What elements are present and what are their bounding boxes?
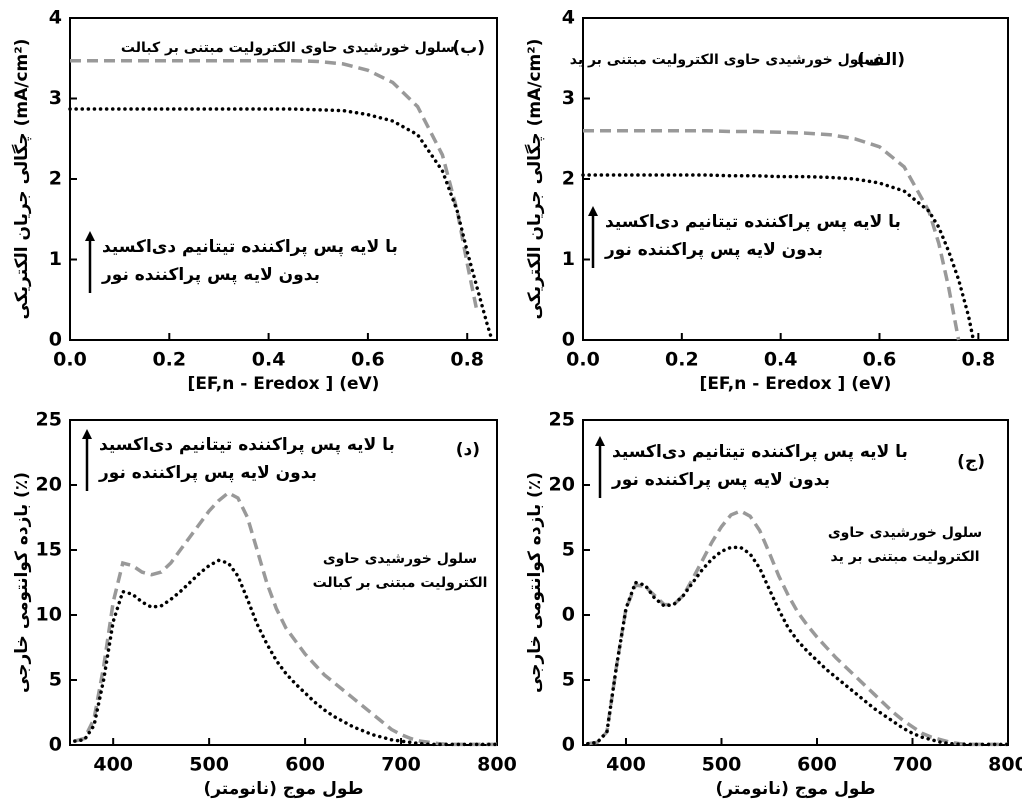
annotation: سلول خورشیدی حاوی <box>323 551 477 567</box>
x-tick-label: 500 <box>702 754 742 776</box>
plot-frame <box>582 419 1009 746</box>
panel: 0.0 0.2 0.4 0.6 0.8 0 1 2 3 4 چگالی جریان الکتریکی… <box>11 7 498 394</box>
y-tick-label: 4 <box>562 7 575 29</box>
series-line <box>581 173 976 342</box>
legend-arrowhead <box>82 429 92 439</box>
legend-entry: با لایه پس پراکننده تیتانیم دی‌اکسید <box>102 237 398 257</box>
y-tick-label: 5 <box>562 669 575 691</box>
x-tick-label: 500 <box>189 754 229 776</box>
x-tick-label: 700 <box>381 754 421 776</box>
plot-frame <box>69 419 498 746</box>
panel: 400 500 600 700 800 0 5 0 5 20 25 بازده کوانتومی خا… <box>525 409 1022 800</box>
legend-entry: بدون لایه پس پراکننده نور <box>611 470 830 490</box>
x-tick-label: 400 <box>606 754 646 776</box>
y-tick-label: 15 <box>36 539 62 561</box>
y-tick-label: 2 <box>562 168 575 190</box>
legend-entry: بدون لایه پس پراکننده نور <box>98 463 317 483</box>
x-tick-label: 800 <box>477 754 517 776</box>
y-tick-label: 20 <box>549 474 575 496</box>
x-tick-label: 600 <box>285 754 325 776</box>
legend-entry: با لایه پس پراکننده تیتانیم دی‌اکسید <box>99 435 395 455</box>
y-axis-label: چگالی جریان الکتریکی (mA/cm²) <box>11 39 32 320</box>
x-tick-label: 0.8 <box>962 349 996 371</box>
series-line <box>68 107 494 342</box>
y-tick-label: 25 <box>36 409 62 431</box>
annotation: الکترولیت مبتنی بر ید <box>830 549 979 565</box>
x-tick-label: 0.0 <box>53 349 87 371</box>
y-tick-label: 25 <box>549 409 575 431</box>
x-tick-label: 0.4 <box>252 349 286 371</box>
legend-entry: بدون لایه پس پراکننده نور <box>101 265 320 285</box>
y-tick-label: 0 <box>49 734 62 756</box>
y-axis-label: بازده کوانتومی خارجی (٪) <box>12 472 32 693</box>
y-tick-label: 0 <box>562 329 575 351</box>
series-line <box>587 509 1008 747</box>
series-line <box>74 490 497 747</box>
y-axis-label: بازده کوانتومی خارجی (٪) <box>525 472 545 693</box>
x-axis-label: طول موج (نانومتر) <box>203 779 363 799</box>
panel-title: سلول خورشیدی حاوی الکترولیت مبتنی بر کبا… <box>121 40 455 56</box>
y-tick-label: 3 <box>562 87 575 109</box>
series-line <box>70 58 479 313</box>
y-tick-label: 3 <box>49 87 62 109</box>
legend-arrowhead <box>588 206 598 216</box>
legend-arrowhead <box>85 231 95 241</box>
y-tick-label: 20 <box>36 474 62 496</box>
y-tick-label: 10 <box>36 604 62 626</box>
y-tick-label: 0 <box>562 604 575 626</box>
y-axis-label: چگالی جریان الکتریکی (mA/cm²) <box>524 39 545 320</box>
x-axis-label: طول موج (نانومتر) <box>715 779 875 799</box>
x-tick-label: 600 <box>797 754 837 776</box>
x-tick-label: 0.6 <box>863 349 897 371</box>
x-tick-label: 0.2 <box>152 349 186 371</box>
legend-entry: بدون لایه پس پراکننده نور <box>604 240 823 260</box>
panel-label: (ب) <box>452 38 485 58</box>
x-axis-label: [EF,n - Eredox ] (eV) <box>188 374 380 394</box>
x-tick-label: 0.6 <box>351 349 385 371</box>
x-axis-label: [EF,n - Eredox ] (eV) <box>700 374 892 394</box>
x-tick-label: 400 <box>93 754 133 776</box>
x-tick-label: 0.4 <box>764 349 798 371</box>
y-tick-label: 1 <box>49 248 62 270</box>
y-tick-label: 0 <box>562 734 575 756</box>
annotation: سلول خورشیدی حاوی <box>828 525 982 541</box>
y-tick-label: 5 <box>49 669 62 691</box>
y-tick-label: 5 <box>562 539 575 561</box>
x-tick-label: 0.2 <box>665 349 699 371</box>
panel: 0.0 0.2 0.4 0.6 0.8 0 1 2 3 4 چگالی جریان الکتریکی… <box>524 7 1009 394</box>
panel-label: (د) <box>456 440 480 460</box>
x-tick-label: 800 <box>988 754 1022 776</box>
legend-arrowhead <box>595 436 605 446</box>
panel-title: سلول خورشیدی حاوی الکترولیت مبتنی بر ید <box>570 52 878 68</box>
x-tick-label: 700 <box>893 754 933 776</box>
y-tick-label: 0 <box>49 329 62 351</box>
panel: 400 500 600 700 800 0 5 10 15 20 25 بازده کوانتومی … <box>12 409 517 800</box>
y-tick-label: 4 <box>49 7 62 29</box>
series-line <box>586 545 1010 747</box>
annotation: الکترولیت مبتنی بر کبالت <box>313 575 488 591</box>
x-tick-label: 0.0 <box>566 349 600 371</box>
legend-entry: با لایه پس پراکننده تیتانیم دی‌اکسید <box>605 212 901 232</box>
y-tick-label: 1 <box>562 248 575 270</box>
legend-entry: با لایه پس پراکننده تیتانیم دی‌اکسید <box>612 442 908 462</box>
plot-frame <box>69 17 498 341</box>
series-line <box>73 558 499 747</box>
panel-label: (الف) <box>857 50 905 70</box>
series-line <box>583 128 961 341</box>
panel-label: (ج) <box>957 452 985 472</box>
y-tick-label: 2 <box>49 168 62 190</box>
x-tick-label: 0.8 <box>450 349 484 371</box>
